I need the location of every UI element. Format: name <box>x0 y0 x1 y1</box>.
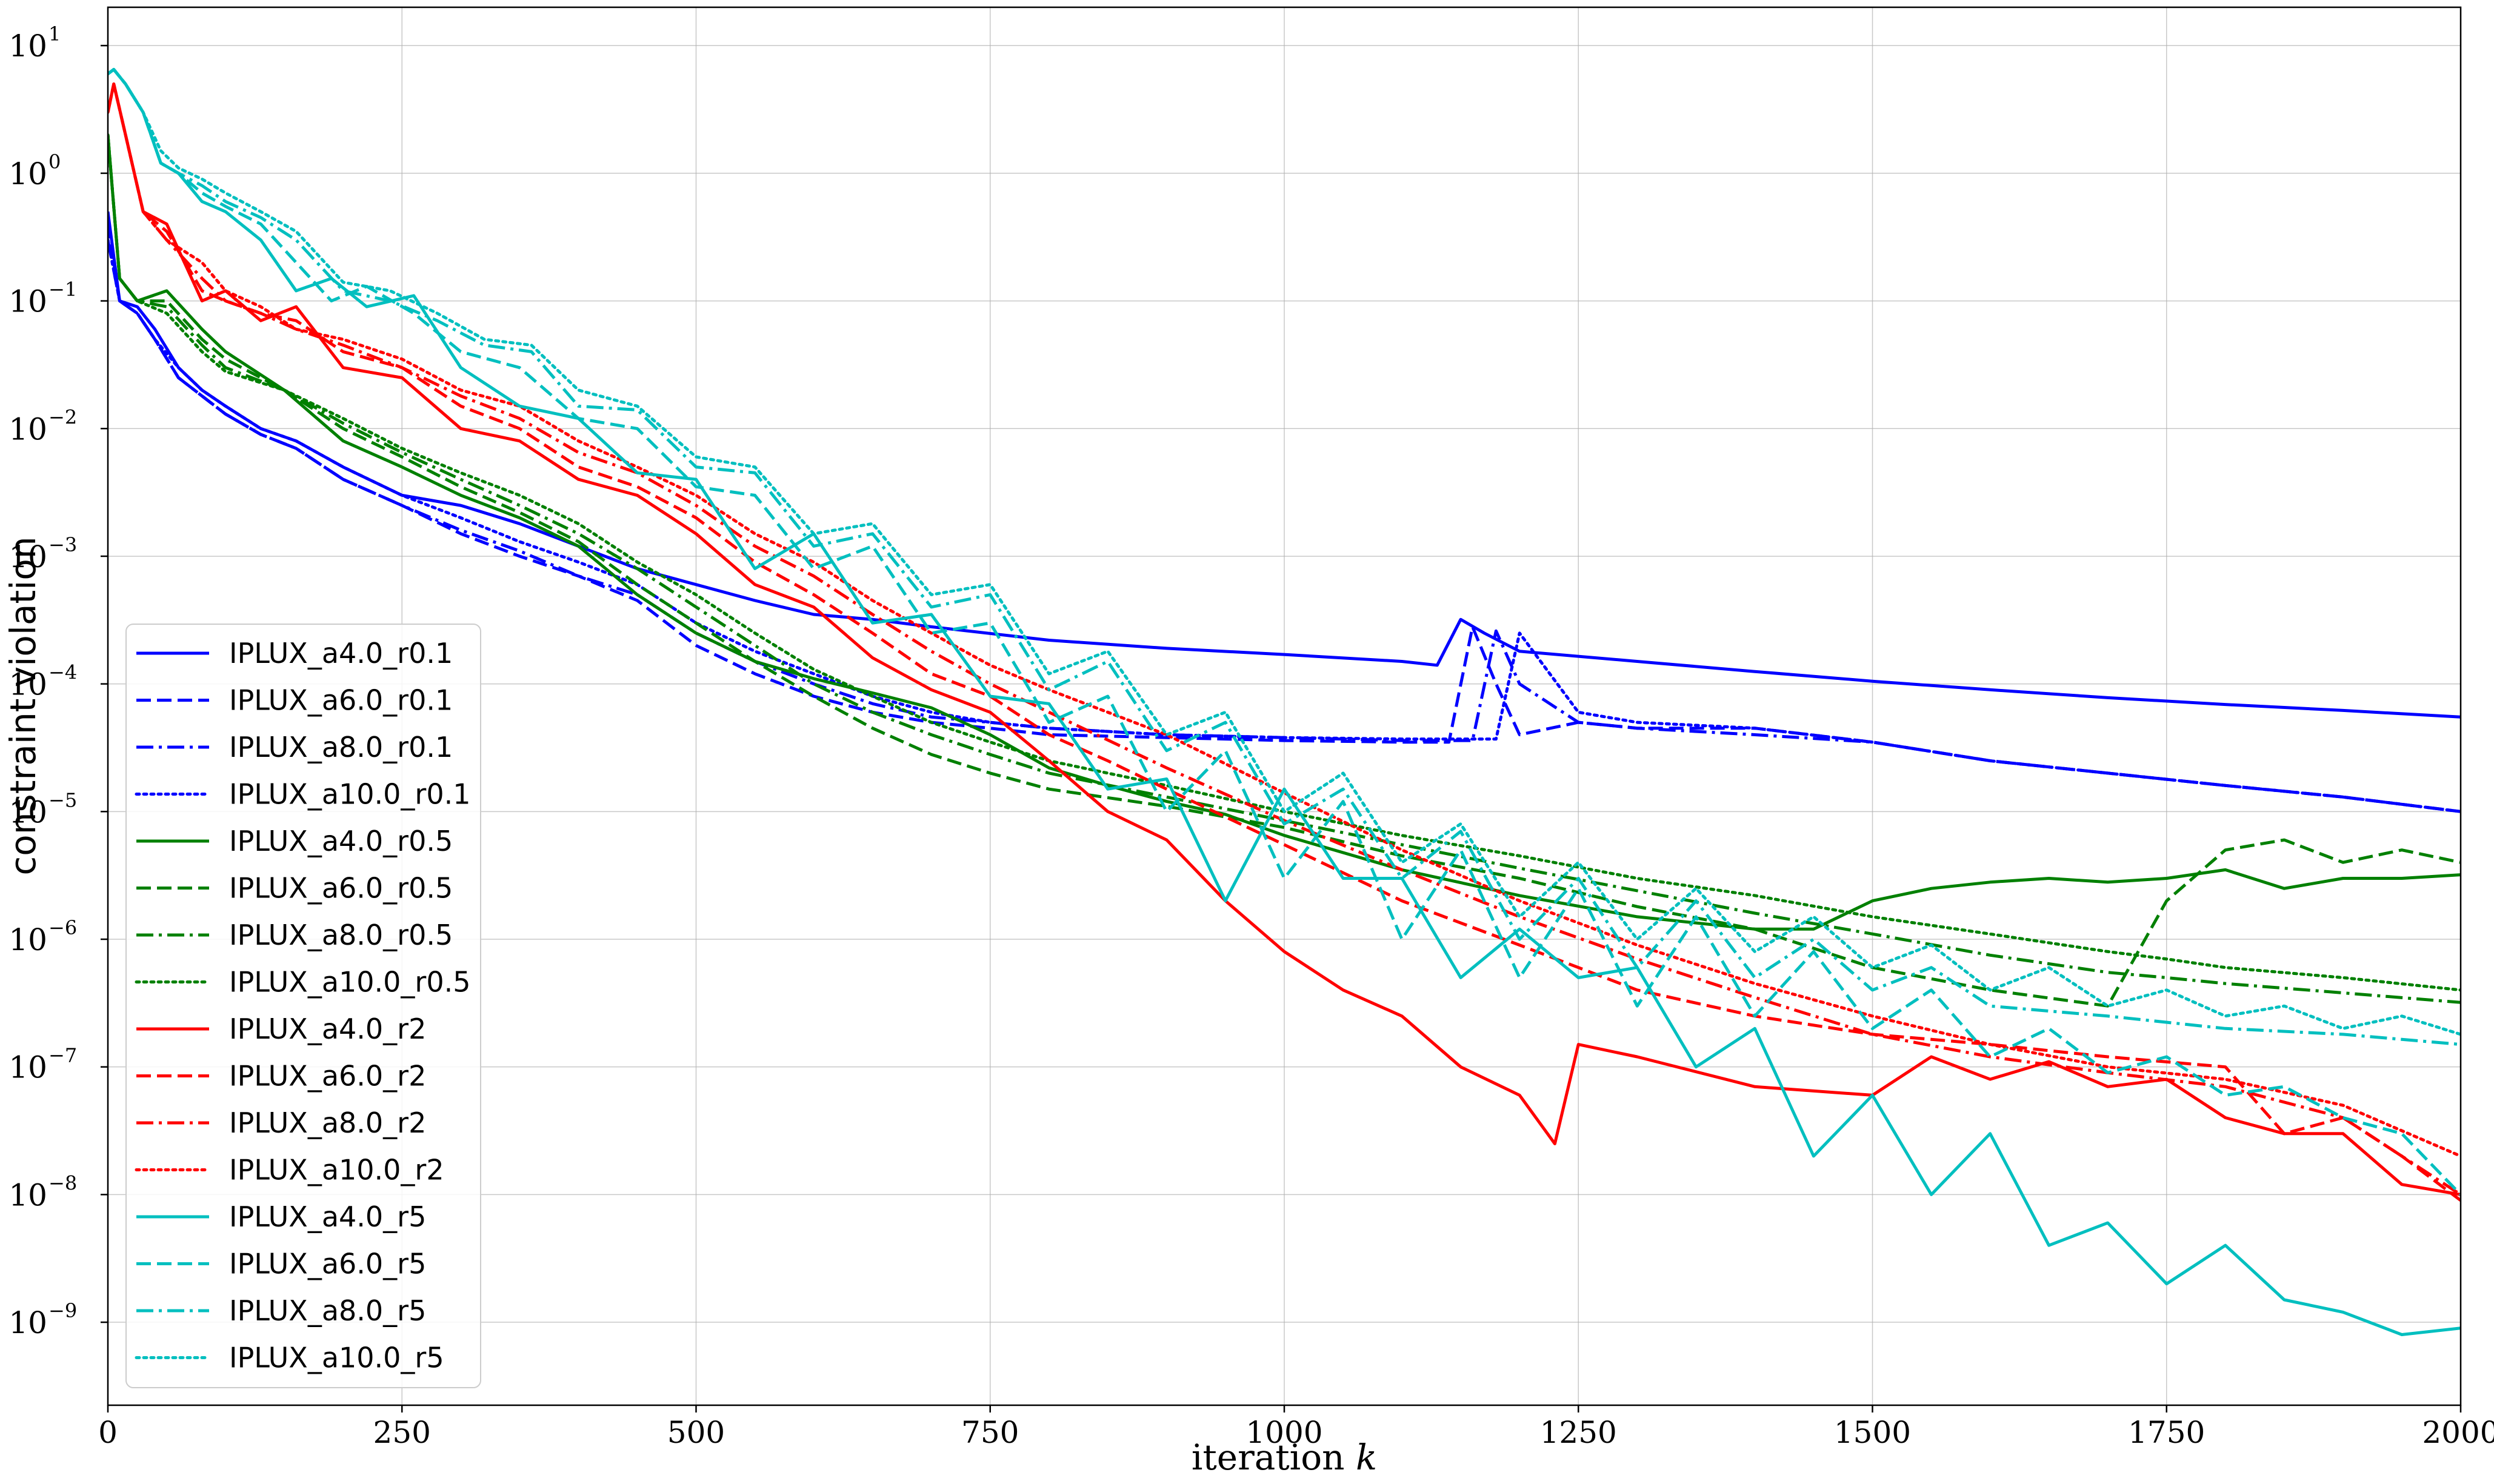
y-tick-label: 10 −7 <box>8 1044 77 1085</box>
y-tick-base: 10 <box>8 284 47 319</box>
y-tick-exponent: −3 <box>48 533 77 556</box>
y-tick-base: 10 <box>8 1177 47 1213</box>
legend-entry: IPLUX_a6.0_r5 <box>229 1248 426 1280</box>
x-axis-variable: k <box>1356 1437 1377 1478</box>
x-tick-label: 2000 <box>2422 1415 2494 1450</box>
y-tick-base: 10 <box>8 411 47 447</box>
x-tick-label: 750 <box>961 1415 1019 1450</box>
y-tick-label: 10 0 <box>8 150 61 191</box>
series-line <box>108 239 2461 813</box>
x-axis-title: iteration k <box>1192 1437 1377 1478</box>
y-tick-base: 10 <box>8 1305 47 1340</box>
series-line <box>108 133 2461 992</box>
legend-entry: IPLUX_a6.0_r2 <box>229 1060 426 1093</box>
y-tick-label: 10 −4 <box>8 661 77 702</box>
legend-entry: IPLUX_a10.0_r2 <box>229 1154 444 1186</box>
y-tick-exponent: −6 <box>48 916 77 939</box>
series-line <box>108 135 2461 1004</box>
x-tick-labels: 0 250 500 750 1000 1250 1500 1750 2000 <box>98 1405 2494 1450</box>
legend-entry: IPLUX_a4.0_r0.1 <box>229 637 453 670</box>
y-tick-base: 10 <box>8 1050 47 1085</box>
y-tick-exponent: −1 <box>48 278 77 301</box>
legend-entry: IPLUX_a8.0_r0.1 <box>229 731 453 764</box>
y-tick-exponent: −8 <box>48 1171 77 1194</box>
legend-entry: IPLUX_a8.0_r0.5 <box>229 919 453 951</box>
legend-entry: IPLUX_a4.0_r2 <box>229 1013 426 1045</box>
y-tick-label: 10 −2 <box>8 405 77 447</box>
y-tick-base: 10 <box>8 667 47 702</box>
y-tick-label: 10 −5 <box>8 788 77 830</box>
legend-entry: IPLUX_a6.0_r0.5 <box>229 872 453 905</box>
series-lines <box>108 68 2461 1336</box>
legend: IPLUX_a4.0_r0.1 IPLUX_a6.0_r0.1 IPLUX_a8.0… <box>125 624 481 1388</box>
y-tick-label: 10 −8 <box>8 1171 77 1213</box>
x-tick-label: 1000 <box>1245 1415 1322 1450</box>
y-tick-base: 10 <box>8 794 47 830</box>
legend-entry: IPLUX_a10.0_r5 <box>229 1342 444 1374</box>
y-tick-exponent: −7 <box>48 1044 77 1067</box>
legend-entry: IPLUX_a6.0_r0.1 <box>229 684 453 717</box>
series-line <box>108 68 2461 1046</box>
series-line <box>108 135 2461 1008</box>
series-line <box>108 82 2461 1158</box>
y-tick-base: 10 <box>8 539 47 574</box>
y-tick-base: 10 <box>8 922 47 957</box>
y-tick-exponent: −2 <box>48 405 77 428</box>
series-line <box>108 135 2461 931</box>
y-tick-exponent: −5 <box>48 788 77 811</box>
y-tick-exponent: 1 <box>48 22 61 45</box>
x-tick-label: 1250 <box>1540 1415 1617 1450</box>
legend-entry: IPLUX_a8.0_r5 <box>229 1294 426 1327</box>
legend-box <box>125 624 481 1388</box>
series-line <box>108 68 2461 1336</box>
y-tick-exponent: −4 <box>48 661 77 684</box>
y-tick-exponent: −9 <box>48 1299 77 1322</box>
x-axis-title-text: iteration <box>1192 1437 1345 1478</box>
legend-entry: IPLUX_a4.0_r0.5 <box>229 825 453 857</box>
legend-entry: IPLUX_a8.0_r2 <box>229 1106 426 1139</box>
series-line <box>108 238 2461 813</box>
legend-entry: IPLUX_a10.0_r0.5 <box>229 966 471 999</box>
y-tick-label: 10 −3 <box>8 533 77 574</box>
legend-entry: IPLUX_a4.0_r5 <box>229 1200 426 1233</box>
y-tick-label: 10 −9 <box>8 1299 77 1340</box>
y-tick-label: 10 1 <box>8 22 61 64</box>
series-line <box>108 82 2461 1196</box>
x-tick-label: 500 <box>667 1415 725 1450</box>
y-tick-label: 10 −1 <box>8 278 77 319</box>
y-tick-exponent: 0 <box>48 150 61 173</box>
series-line <box>108 68 2461 1196</box>
x-tick-label: 0 <box>98 1415 118 1450</box>
legend-entry: IPLUX_a10.0_r0.1 <box>229 778 471 811</box>
y-tick-base: 10 <box>8 28 47 64</box>
x-tick-label: 1750 <box>2128 1415 2205 1450</box>
x-tick-label: 250 <box>373 1415 431 1450</box>
y-axis-title: constraint violation <box>2 536 44 875</box>
y-tick-label: 10 −6 <box>8 916 77 957</box>
x-tick-label: 1500 <box>1834 1415 1911 1450</box>
series-line <box>108 68 2461 1036</box>
y-tick-base: 10 <box>8 156 47 191</box>
